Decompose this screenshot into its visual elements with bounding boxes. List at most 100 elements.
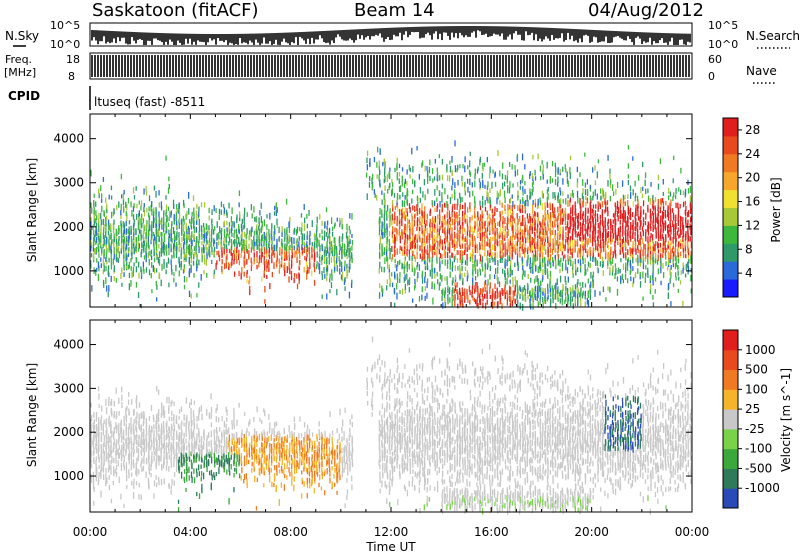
data-cell xyxy=(670,248,672,255)
data-cell xyxy=(449,223,452,230)
data-cell xyxy=(567,180,569,187)
data-cell xyxy=(594,218,597,225)
data-cell xyxy=(290,275,293,281)
data-cell xyxy=(334,249,336,255)
data-cell xyxy=(564,210,566,217)
data-cell xyxy=(644,248,647,255)
data-cell xyxy=(500,297,502,305)
data-cell xyxy=(294,250,296,258)
data-cell xyxy=(594,223,596,228)
data-cell xyxy=(649,244,652,250)
data-cell xyxy=(235,238,237,244)
data-cell xyxy=(481,292,484,298)
data-cell xyxy=(135,245,137,252)
data-cell xyxy=(155,224,158,232)
data-cell xyxy=(532,294,534,302)
data-cell xyxy=(534,254,536,262)
data-cell xyxy=(268,254,271,260)
data-cell xyxy=(627,163,630,169)
data-cell xyxy=(541,160,543,165)
data-cell xyxy=(168,247,170,255)
data-cell xyxy=(453,255,456,261)
data-cell xyxy=(504,174,507,180)
data-cell xyxy=(554,178,557,186)
data-cell xyxy=(489,239,491,245)
data-cell xyxy=(529,290,531,297)
data-cell xyxy=(90,219,92,227)
data-cell xyxy=(592,254,595,260)
data-cell xyxy=(236,214,238,221)
data-cell xyxy=(341,265,343,272)
data-cell xyxy=(91,225,93,230)
data-cell xyxy=(190,235,192,242)
data-cell xyxy=(522,186,524,192)
data-cell xyxy=(544,287,546,294)
data-cell xyxy=(670,225,672,231)
data-cell xyxy=(489,214,491,219)
data-cell xyxy=(433,176,436,181)
data-cell xyxy=(205,236,208,243)
data-cell xyxy=(172,227,175,234)
data-cell xyxy=(246,272,248,279)
data-cell xyxy=(188,250,190,255)
data-cell xyxy=(509,197,512,204)
data-cell xyxy=(672,226,675,234)
data-cell xyxy=(449,297,451,303)
data-cell xyxy=(554,242,556,248)
data-cell xyxy=(494,171,496,177)
data-cell xyxy=(532,238,534,243)
data-cell xyxy=(622,223,624,230)
data-cell xyxy=(451,280,454,286)
data-cell xyxy=(531,229,533,235)
data-cell xyxy=(499,217,502,222)
data-cell xyxy=(454,274,457,280)
data-cell xyxy=(411,262,413,269)
data-cell xyxy=(120,226,122,233)
data-cell xyxy=(165,195,167,200)
data-cell xyxy=(190,264,192,270)
data-cell xyxy=(373,189,376,195)
data-cell xyxy=(484,237,486,244)
data-cell xyxy=(639,271,641,277)
data-cell xyxy=(534,241,536,249)
data-cell xyxy=(637,209,639,217)
data-cell xyxy=(589,294,592,300)
data-cell xyxy=(409,167,411,172)
data-cell xyxy=(284,270,286,277)
data-cell xyxy=(547,192,549,200)
data-cell xyxy=(574,245,576,252)
data-cell xyxy=(501,231,503,239)
data-cell xyxy=(125,263,127,269)
data-cell xyxy=(118,235,120,241)
data-cell xyxy=(171,269,173,275)
data-cell xyxy=(441,245,444,251)
data-cell xyxy=(458,209,461,216)
data-cell xyxy=(549,261,552,268)
data-cell xyxy=(486,194,488,201)
data-cell xyxy=(481,266,484,272)
data-cell xyxy=(619,202,622,208)
data-cell xyxy=(399,218,401,224)
data-cell xyxy=(601,256,604,262)
data-cell xyxy=(472,277,474,283)
data-cell xyxy=(125,252,127,258)
data-cell xyxy=(461,287,463,293)
data-cell xyxy=(582,248,585,256)
data-cell xyxy=(182,227,185,233)
data-cell xyxy=(519,204,521,209)
data-cell xyxy=(514,276,516,281)
data-cell xyxy=(183,264,185,269)
data-cell xyxy=(627,237,629,245)
data-cell xyxy=(313,232,316,238)
data-cell xyxy=(629,259,631,266)
data-cell xyxy=(103,235,105,242)
data-cell xyxy=(165,230,167,235)
data-cell xyxy=(271,253,273,260)
data-cell xyxy=(574,258,576,265)
data-cell xyxy=(524,227,527,232)
data-cell xyxy=(396,260,399,267)
data-cell xyxy=(376,174,378,179)
data-cell xyxy=(112,228,115,234)
data-cell xyxy=(235,228,237,233)
data-cell xyxy=(597,222,599,229)
